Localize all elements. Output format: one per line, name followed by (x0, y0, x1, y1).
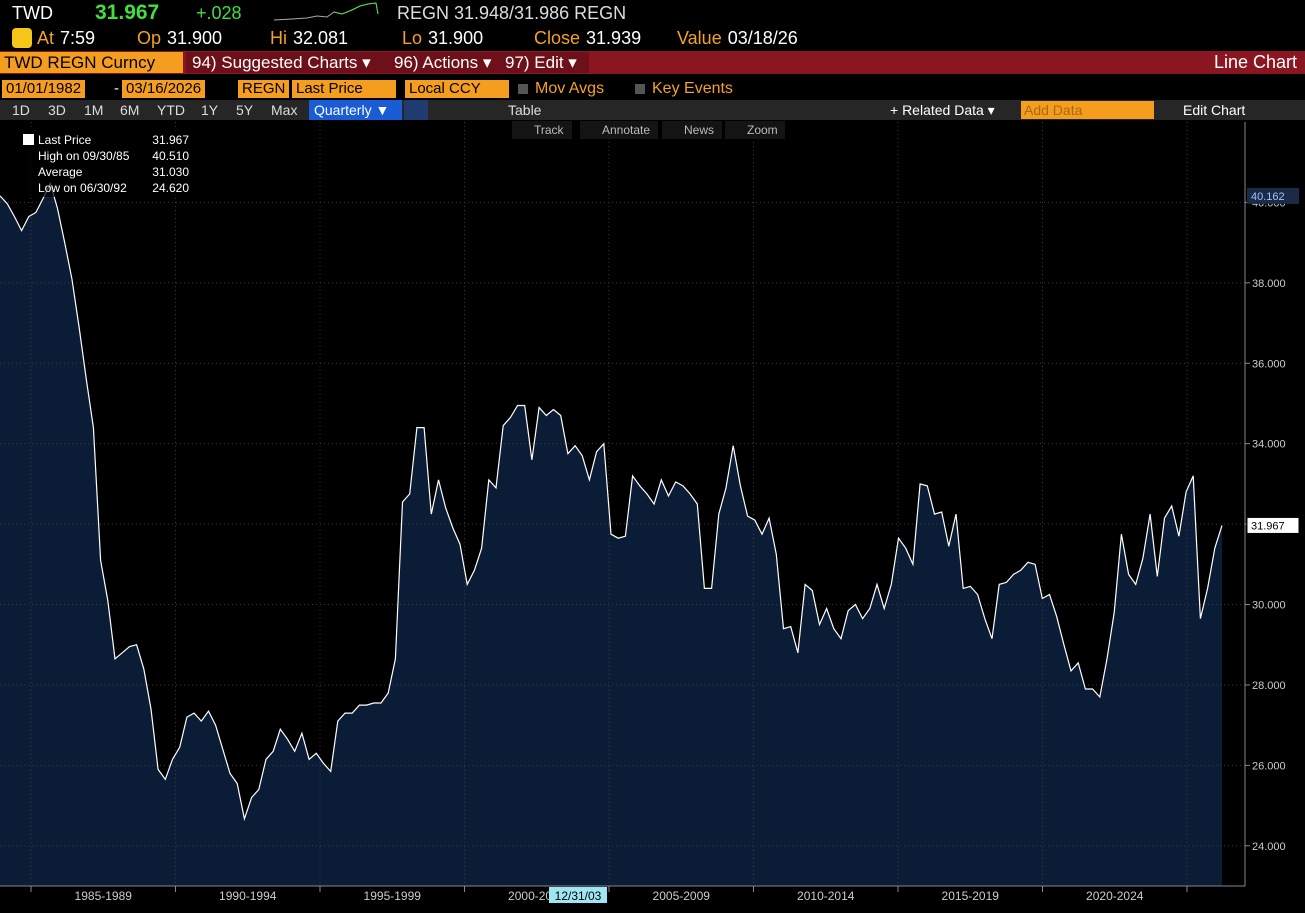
related-data[interactable]: + Related Data ▾ (890, 102, 995, 118)
stat: At 7:59 (37, 28, 95, 49)
stat-value: 32.081 (293, 28, 349, 48)
date-separator: - (114, 80, 119, 97)
tool-label[interactable]: News (684, 123, 714, 137)
stat-label: Value (677, 28, 722, 48)
tool-button[interactable] (580, 121, 658, 139)
stat-value: 31.900 (428, 28, 484, 48)
period[interactable]: 1Y (201, 102, 219, 118)
x-band-label: 1995-1999 (364, 889, 422, 903)
y-tick-label: 28.000 (1252, 680, 1286, 692)
legend-swatch (23, 134, 34, 145)
sparkline (273, 2, 379, 21)
edit-chart[interactable]: Edit Chart (1183, 102, 1246, 118)
price: 31.967 (95, 1, 160, 24)
legend-name: High on 09/30/85 (38, 149, 130, 163)
end-date[interactable]: 03/16/2026 (122, 80, 206, 98)
period[interactable]: 6M (120, 102, 140, 118)
period[interactable]: 1M (84, 102, 104, 118)
tool-button[interactable] (512, 121, 572, 139)
stat-label: Lo (402, 28, 423, 48)
period[interactable]: 1D (12, 102, 30, 118)
x-band-label: 1990-1994 (219, 889, 277, 903)
stat: Value 03/18/26 (677, 28, 798, 49)
legend-name: Last Price (38, 133, 92, 147)
legend-name: Low on 06/30/92 (38, 181, 127, 195)
stat-value: 31.900 (167, 28, 223, 48)
stat-value: 03/18/26 (727, 28, 798, 48)
period[interactable]: 5Y (236, 102, 254, 118)
tool-label[interactable]: Track (534, 123, 565, 137)
stat: Op 31.900 (137, 28, 222, 49)
stat: Hi 32.081 (270, 28, 348, 49)
option[interactable]: Key Events (652, 80, 733, 97)
table-button[interactable]: Table (508, 102, 542, 118)
start-date[interactable]: 01/01/1982 (2, 80, 86, 98)
y-tick-label: 36.000 (1252, 358, 1286, 370)
ticker: TWD (12, 3, 53, 23)
quote: REGN 31.948/31.986 REGN (397, 3, 627, 23)
period[interactable]: Max (271, 102, 298, 118)
x-band-label: 2010-2014 (797, 889, 855, 903)
period[interactable]: 3D (48, 102, 66, 118)
chart-name: Line Chart (1213, 52, 1297, 72)
cursor-date: 12/31/03 (555, 889, 602, 903)
y-tick-label: 38.000 (1252, 278, 1286, 290)
field[interactable]: Last Price (292, 80, 396, 98)
price-line (0, 181, 1223, 822)
stat-value: 31.939 (586, 28, 642, 48)
y-tick-label: 26.000 (1252, 760, 1286, 772)
legend-value: 40.510 (152, 149, 189, 163)
x-band-label: 2015-2019 (942, 889, 1000, 903)
line-icon[interactable] (404, 100, 428, 120)
y-tick-label: 34.000 (1252, 439, 1286, 451)
menu-item[interactable]: 97) Edit ▾ (499, 52, 589, 73)
alert-icon[interactable] (12, 28, 32, 48)
y-tick-label: 30.000 (1252, 600, 1286, 612)
stat: Close 31.939 (534, 28, 641, 49)
value-marker: 40.162 (1251, 191, 1285, 203)
source[interactable]: REGN (238, 80, 290, 98)
option[interactable]: Mov Avgs (535, 80, 605, 97)
option-box (635, 84, 645, 94)
stat: Lo 31.900 (402, 28, 483, 49)
value-marker-box (1247, 187, 1299, 204)
stat-label: Op (137, 28, 162, 48)
add-data[interactable]: Add Data (1021, 101, 1154, 119)
menu-item[interactable]: 94) Suggested Charts ▾ (186, 52, 390, 73)
legend-value: 31.030 (152, 165, 189, 179)
tool-label[interactable]: Zoom (747, 123, 778, 137)
period[interactable]: YTD (157, 102, 185, 118)
stat-label: Hi (270, 28, 287, 48)
tool-button[interactable] (662, 121, 722, 139)
security[interactable]: TWD REGN Curncy (0, 52, 183, 73)
value-marker: 31.967 (1251, 520, 1285, 532)
stat-value: 7:59 (60, 28, 96, 48)
menu-item[interactable]: 96) Actions ▾ (388, 52, 501, 73)
legend-value: 24.620 (152, 181, 189, 195)
change: +.028 (196, 3, 242, 23)
cursor-date-box (549, 887, 607, 903)
x-band-label: 1985-1989 (75, 889, 133, 903)
x-band-label: 2005-2009 (653, 889, 711, 903)
currency[interactable]: Local CCY (405, 80, 509, 98)
tool-label[interactable]: Annotate (602, 123, 650, 137)
y-tick-label: 24.000 (1252, 841, 1286, 853)
legend-value: 31.967 (152, 133, 189, 147)
frequency[interactable]: Quarterly ▼ (309, 100, 402, 120)
option-box (518, 84, 528, 94)
legend-name: Average (38, 165, 83, 179)
stat-label: At (37, 28, 55, 48)
value-marker-box (1246, 516, 1300, 534)
tool-button[interactable] (725, 121, 785, 139)
legend-box (8, 130, 193, 197)
stat-label: Close (534, 28, 581, 48)
x-band-label: 2020-2024 (1086, 889, 1144, 903)
